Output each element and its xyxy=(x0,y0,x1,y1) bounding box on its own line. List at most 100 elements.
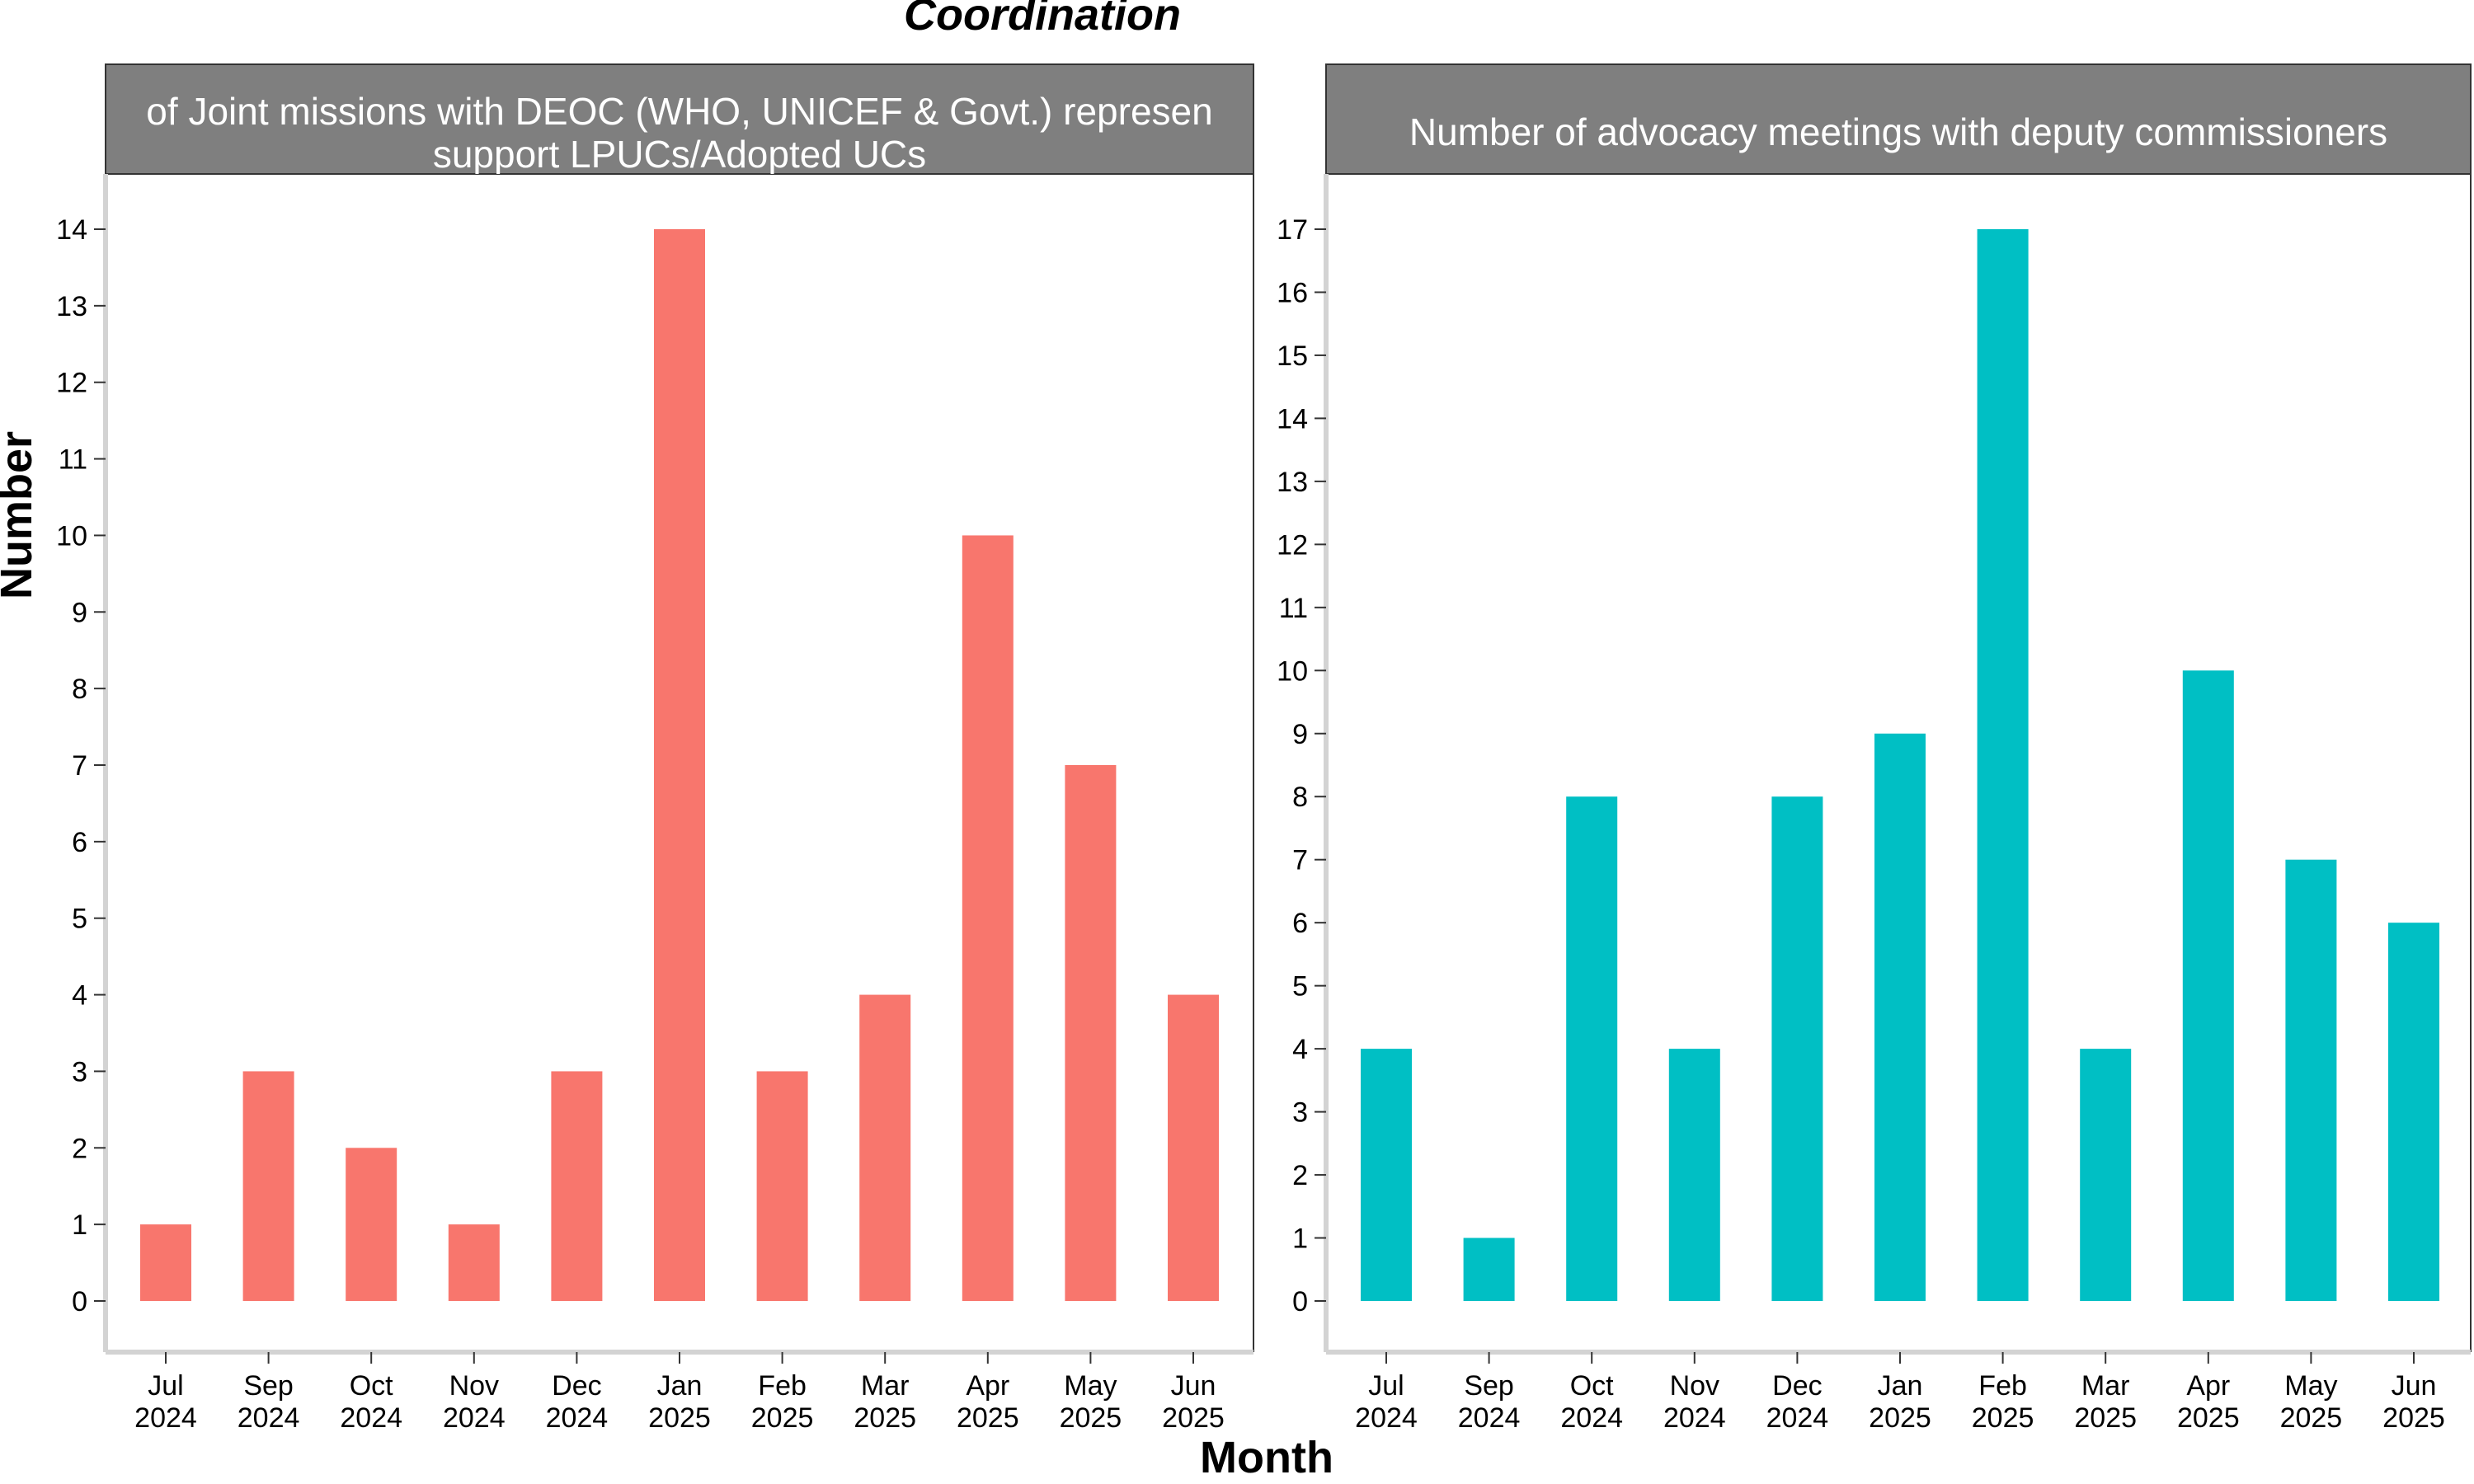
x-tick-label-year: 2025 xyxy=(1972,1402,2034,1434)
y-tick-label: 1 xyxy=(1292,1223,1308,1255)
panel-strip xyxy=(1325,63,2472,175)
x-tick-label-month: Jul xyxy=(1368,1370,1404,1402)
x-tick-label-month: May xyxy=(2284,1370,2337,1402)
x-tick-label-month: May xyxy=(1064,1370,1117,1402)
x-tick-label-year: 2024 xyxy=(1458,1402,1521,1434)
bar-dec-2024 xyxy=(551,1071,603,1301)
bar-mar-2025 xyxy=(2080,1049,2132,1301)
bar-nov-2024 xyxy=(1668,1049,1720,1301)
y-tick-label: 15 xyxy=(1277,340,1308,372)
bar-feb-2025 xyxy=(1977,229,2029,1301)
y-tick-label: 11 xyxy=(59,444,87,476)
y-tick-label: 0 xyxy=(72,1286,87,1317)
x-tick-label-year: 2025 xyxy=(648,1402,711,1434)
x-tick-label-year: 2025 xyxy=(1162,1402,1225,1434)
x-tick-label-month: Apr xyxy=(2186,1370,2230,1402)
y-tick-label: 17 xyxy=(1277,214,1308,246)
panel-title-line: Number of advocacy meetings with deputy … xyxy=(1409,110,2387,153)
panel-title-line: of Joint missions with DEOC (WHO, UNICEF… xyxy=(146,90,1212,133)
y-tick-label: 5 xyxy=(1292,971,1308,1003)
panel-1: of Joint missions with DEOC (WHO, UNICEF… xyxy=(56,63,1254,1434)
y-tick-label: 7 xyxy=(72,750,87,782)
x-tick-label-year: 2025 xyxy=(1869,1402,1931,1434)
panel-strip xyxy=(105,63,1254,175)
x-tick-label-month: Jan xyxy=(657,1370,703,1402)
x-tick-label-month: Mar xyxy=(861,1370,910,1402)
bar-apr-2025 xyxy=(962,535,1014,1301)
page-title: Coordination xyxy=(904,0,1181,40)
bar-mar-2025 xyxy=(859,994,911,1301)
y-tick-label: 9 xyxy=(1292,719,1308,750)
y-tick-label: 6 xyxy=(72,827,87,858)
bar-feb-2025 xyxy=(756,1071,808,1301)
bar-jun-2025 xyxy=(2388,923,2439,1301)
x-tick-label-year: 2024 xyxy=(134,1402,197,1434)
y-tick-label: 14 xyxy=(1277,403,1308,434)
x-tick-label-month: Sep xyxy=(1464,1370,1514,1402)
y-tick-label: 0 xyxy=(1292,1286,1308,1317)
x-tick-label-month: Dec xyxy=(1772,1370,1822,1402)
bar-nov-2024 xyxy=(448,1224,500,1301)
bar-oct-2024 xyxy=(346,1148,397,1301)
x-tick-label-year: 2024 xyxy=(1663,1402,1726,1434)
x-tick-label-month: Sep xyxy=(243,1370,294,1402)
y-tick-label: 13 xyxy=(1277,467,1308,498)
y-tick-label: 8 xyxy=(72,674,87,705)
x-tick-label-year: 2025 xyxy=(854,1402,916,1434)
y-axis-title: Number xyxy=(0,431,41,599)
x-tick-label-year: 2025 xyxy=(957,1402,1019,1434)
x-tick-label-month: Oct xyxy=(1570,1370,1614,1402)
x-tick-label-year: 2024 xyxy=(546,1402,609,1434)
y-tick-label: 13 xyxy=(56,291,87,322)
x-tick-label-year: 2025 xyxy=(2074,1402,2137,1434)
x-tick-label-year: 2025 xyxy=(751,1402,814,1434)
panel-2: Number of advocacy meetings with deputy … xyxy=(1277,63,2472,1434)
x-tick-label-month: Jan xyxy=(1878,1370,1923,1402)
x-axis-title: Month xyxy=(1200,1433,1333,1482)
bar-may-2025 xyxy=(1065,765,1117,1301)
x-tick-label-month: Jul xyxy=(148,1370,183,1402)
bar-jul-2024 xyxy=(140,1224,191,1301)
y-tick-label: 12 xyxy=(56,368,87,399)
x-tick-label-year: 2025 xyxy=(1060,1402,1122,1434)
y-tick-label: 4 xyxy=(72,980,87,1012)
x-tick-label-year: 2024 xyxy=(1560,1402,1623,1434)
x-tick-label-month: Jun xyxy=(2392,1370,2437,1402)
x-tick-label-year: 2024 xyxy=(1355,1402,1418,1434)
x-tick-label-month: Oct xyxy=(350,1370,393,1402)
bar-sep-2024 xyxy=(242,1071,294,1301)
bar-jun-2025 xyxy=(1168,994,1219,1301)
panel-strip-text-group: Number of advocacy meetings with deputy … xyxy=(1409,110,2387,153)
bar-jan-2025 xyxy=(654,229,705,1301)
y-tick-label: 12 xyxy=(1277,529,1308,561)
y-tick-label: 3 xyxy=(72,1056,87,1087)
y-tick-label: 7 xyxy=(1292,845,1308,876)
bar-jul-2024 xyxy=(1361,1049,1412,1301)
x-tick-label-month: Nov xyxy=(449,1370,499,1402)
x-tick-label-year: 2024 xyxy=(443,1402,506,1434)
y-tick-label: 11 xyxy=(1279,593,1308,624)
bar-apr-2025 xyxy=(2182,670,2234,1301)
y-tick-label: 10 xyxy=(1277,655,1308,687)
bar-sep-2024 xyxy=(1463,1237,1515,1301)
x-tick-label-month: Dec xyxy=(552,1370,601,1402)
x-tick-label-month: Apr xyxy=(966,1370,1009,1402)
x-tick-label-year: 2024 xyxy=(340,1402,402,1434)
y-tick-label: 6 xyxy=(1292,908,1308,939)
y-tick-label: 2 xyxy=(72,1133,87,1164)
panel-title-line: support LPUCs/Adopted UCs xyxy=(433,133,926,176)
y-tick-label: 5 xyxy=(72,904,87,935)
x-tick-label-month: Mar xyxy=(2081,1370,2130,1402)
panel-strip-text-group: of Joint missions with DEOC (WHO, UNICEF… xyxy=(146,90,1212,176)
y-tick-label: 9 xyxy=(72,597,87,628)
x-tick-label-month: Jun xyxy=(1171,1370,1216,1402)
bar-jan-2025 xyxy=(1874,733,1926,1301)
y-tick-label: 2 xyxy=(1292,1160,1308,1191)
x-tick-label-month: Feb xyxy=(758,1370,807,1402)
y-tick-label: 16 xyxy=(1277,277,1308,308)
facet-panels: of Joint missions with DEOC (WHO, UNICEF… xyxy=(56,63,2472,1434)
bar-may-2025 xyxy=(2285,859,2337,1301)
bar-dec-2024 xyxy=(1771,796,1823,1301)
x-tick-label-year: 2024 xyxy=(238,1402,300,1434)
y-tick-label: 4 xyxy=(1292,1034,1308,1065)
